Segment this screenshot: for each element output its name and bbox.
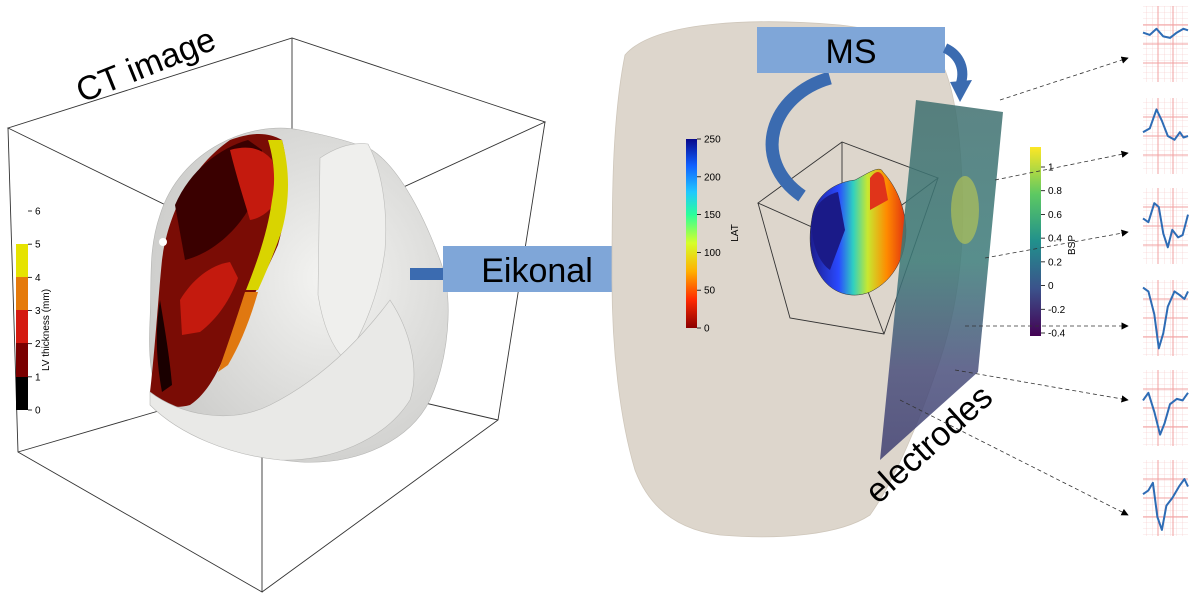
bsp-plane xyxy=(880,100,1003,460)
ecg-trace xyxy=(1142,286,1189,350)
ecg-panel-lead-4 xyxy=(1142,280,1189,356)
ecg-panel-lead-2 xyxy=(1142,98,1189,174)
electrode-lead-5 xyxy=(954,369,1129,403)
electrode-lead-1 xyxy=(999,56,1129,101)
lv-thickness-tick-label: 1 xyxy=(35,372,41,383)
ecg-trace xyxy=(1142,202,1189,249)
bsp-hotspot xyxy=(951,176,979,244)
ms-box xyxy=(757,27,945,73)
bsp-tick-label: 0.8 xyxy=(1048,186,1062,197)
lat-tick-label: 250 xyxy=(704,135,721,146)
lat-tick-label: 150 xyxy=(704,210,721,221)
bsp-tick-label: -0.2 xyxy=(1048,305,1066,316)
ct-panel: 0 1 2 3 4 5 6 LV thickness (mm) CT image xyxy=(6,20,547,593)
ecg-panel-lead-3 xyxy=(1142,188,1189,264)
lv-thickness-tick-label: 3 xyxy=(35,306,41,317)
lv-thickness-colorbar: 0 1 2 3 4 5 6 LV thickness (mm) xyxy=(16,207,52,417)
lat-tick-label: 100 xyxy=(704,248,721,259)
ecg-panel-lead-1 xyxy=(1142,6,1189,82)
lv-thickness-title: LV thickness (mm) xyxy=(41,289,52,371)
lv-thickness-tick-label: 2 xyxy=(35,339,41,350)
heart-simulation xyxy=(757,141,939,335)
lat-title: LAT xyxy=(730,224,741,242)
activation-heart-model xyxy=(809,168,907,296)
bsp-tick-label: 1 xyxy=(1048,163,1054,174)
bsp-gradient xyxy=(1030,147,1041,336)
ecg-trace xyxy=(1142,108,1189,141)
electrode-lead-2 xyxy=(994,150,1129,181)
eikonal-box xyxy=(443,246,631,292)
ms-label: MS xyxy=(826,33,877,71)
ms-arrow-out-head xyxy=(950,80,972,102)
bsp-colorbar: -0.4 -0.2 0 0.2 0.4 0.6 0.8 1 BSP xyxy=(1030,147,1078,340)
bsp-tick-label: 0.4 xyxy=(1048,234,1062,245)
lv-band-3-4 xyxy=(16,277,28,310)
ecg-panel-lead-5 xyxy=(1142,370,1189,446)
lv-band-4-5 xyxy=(16,244,28,277)
lat-colorbar: 0 50 100 150 200 250 LAT xyxy=(686,135,741,335)
lv-thickness-tick-label: 5 xyxy=(35,240,41,251)
ecg-trace xyxy=(1142,391,1189,436)
lat-tick-label: 50 xyxy=(704,286,716,297)
lv-band-1-2 xyxy=(16,343,28,377)
eikonal-arrow-in xyxy=(410,268,446,280)
bsp-title: BSP xyxy=(1067,235,1078,255)
lat-gradient xyxy=(686,139,697,328)
electrode-leads xyxy=(899,56,1129,516)
ms-step: MS xyxy=(757,27,972,202)
bsp-tick-label: 0.2 xyxy=(1048,257,1062,268)
lv-thickness-tick-label: 4 xyxy=(35,273,41,284)
bsp-tick-label: 0.6 xyxy=(1048,210,1062,221)
ecg-panel-lead-6 xyxy=(1142,460,1189,536)
lv-band-0-1 xyxy=(16,377,28,410)
ecg-panels xyxy=(1142,6,1189,536)
lv-band-2-3 xyxy=(16,310,28,343)
lv-thickness-tick-label: 6 xyxy=(35,207,41,218)
ecg-trace xyxy=(1142,27,1189,39)
ms-arrow-in xyxy=(765,71,833,202)
ct-heart-model xyxy=(149,127,449,463)
bsp-tick-label: 0 xyxy=(1048,281,1054,292)
electrode-lead-6 xyxy=(899,399,1129,516)
lat-tick-label: 0 xyxy=(704,324,710,335)
lat-tick-label: 200 xyxy=(704,172,721,183)
bsp-tick-label: -0.4 xyxy=(1048,329,1066,340)
ct-image-label: CT image xyxy=(71,20,221,110)
ecg-trace xyxy=(1142,478,1189,531)
eikonal-label: Eikonal xyxy=(481,252,593,290)
lv-thickness-tick-label: 0 xyxy=(35,406,41,417)
electrode-lead-3 xyxy=(984,229,1129,259)
